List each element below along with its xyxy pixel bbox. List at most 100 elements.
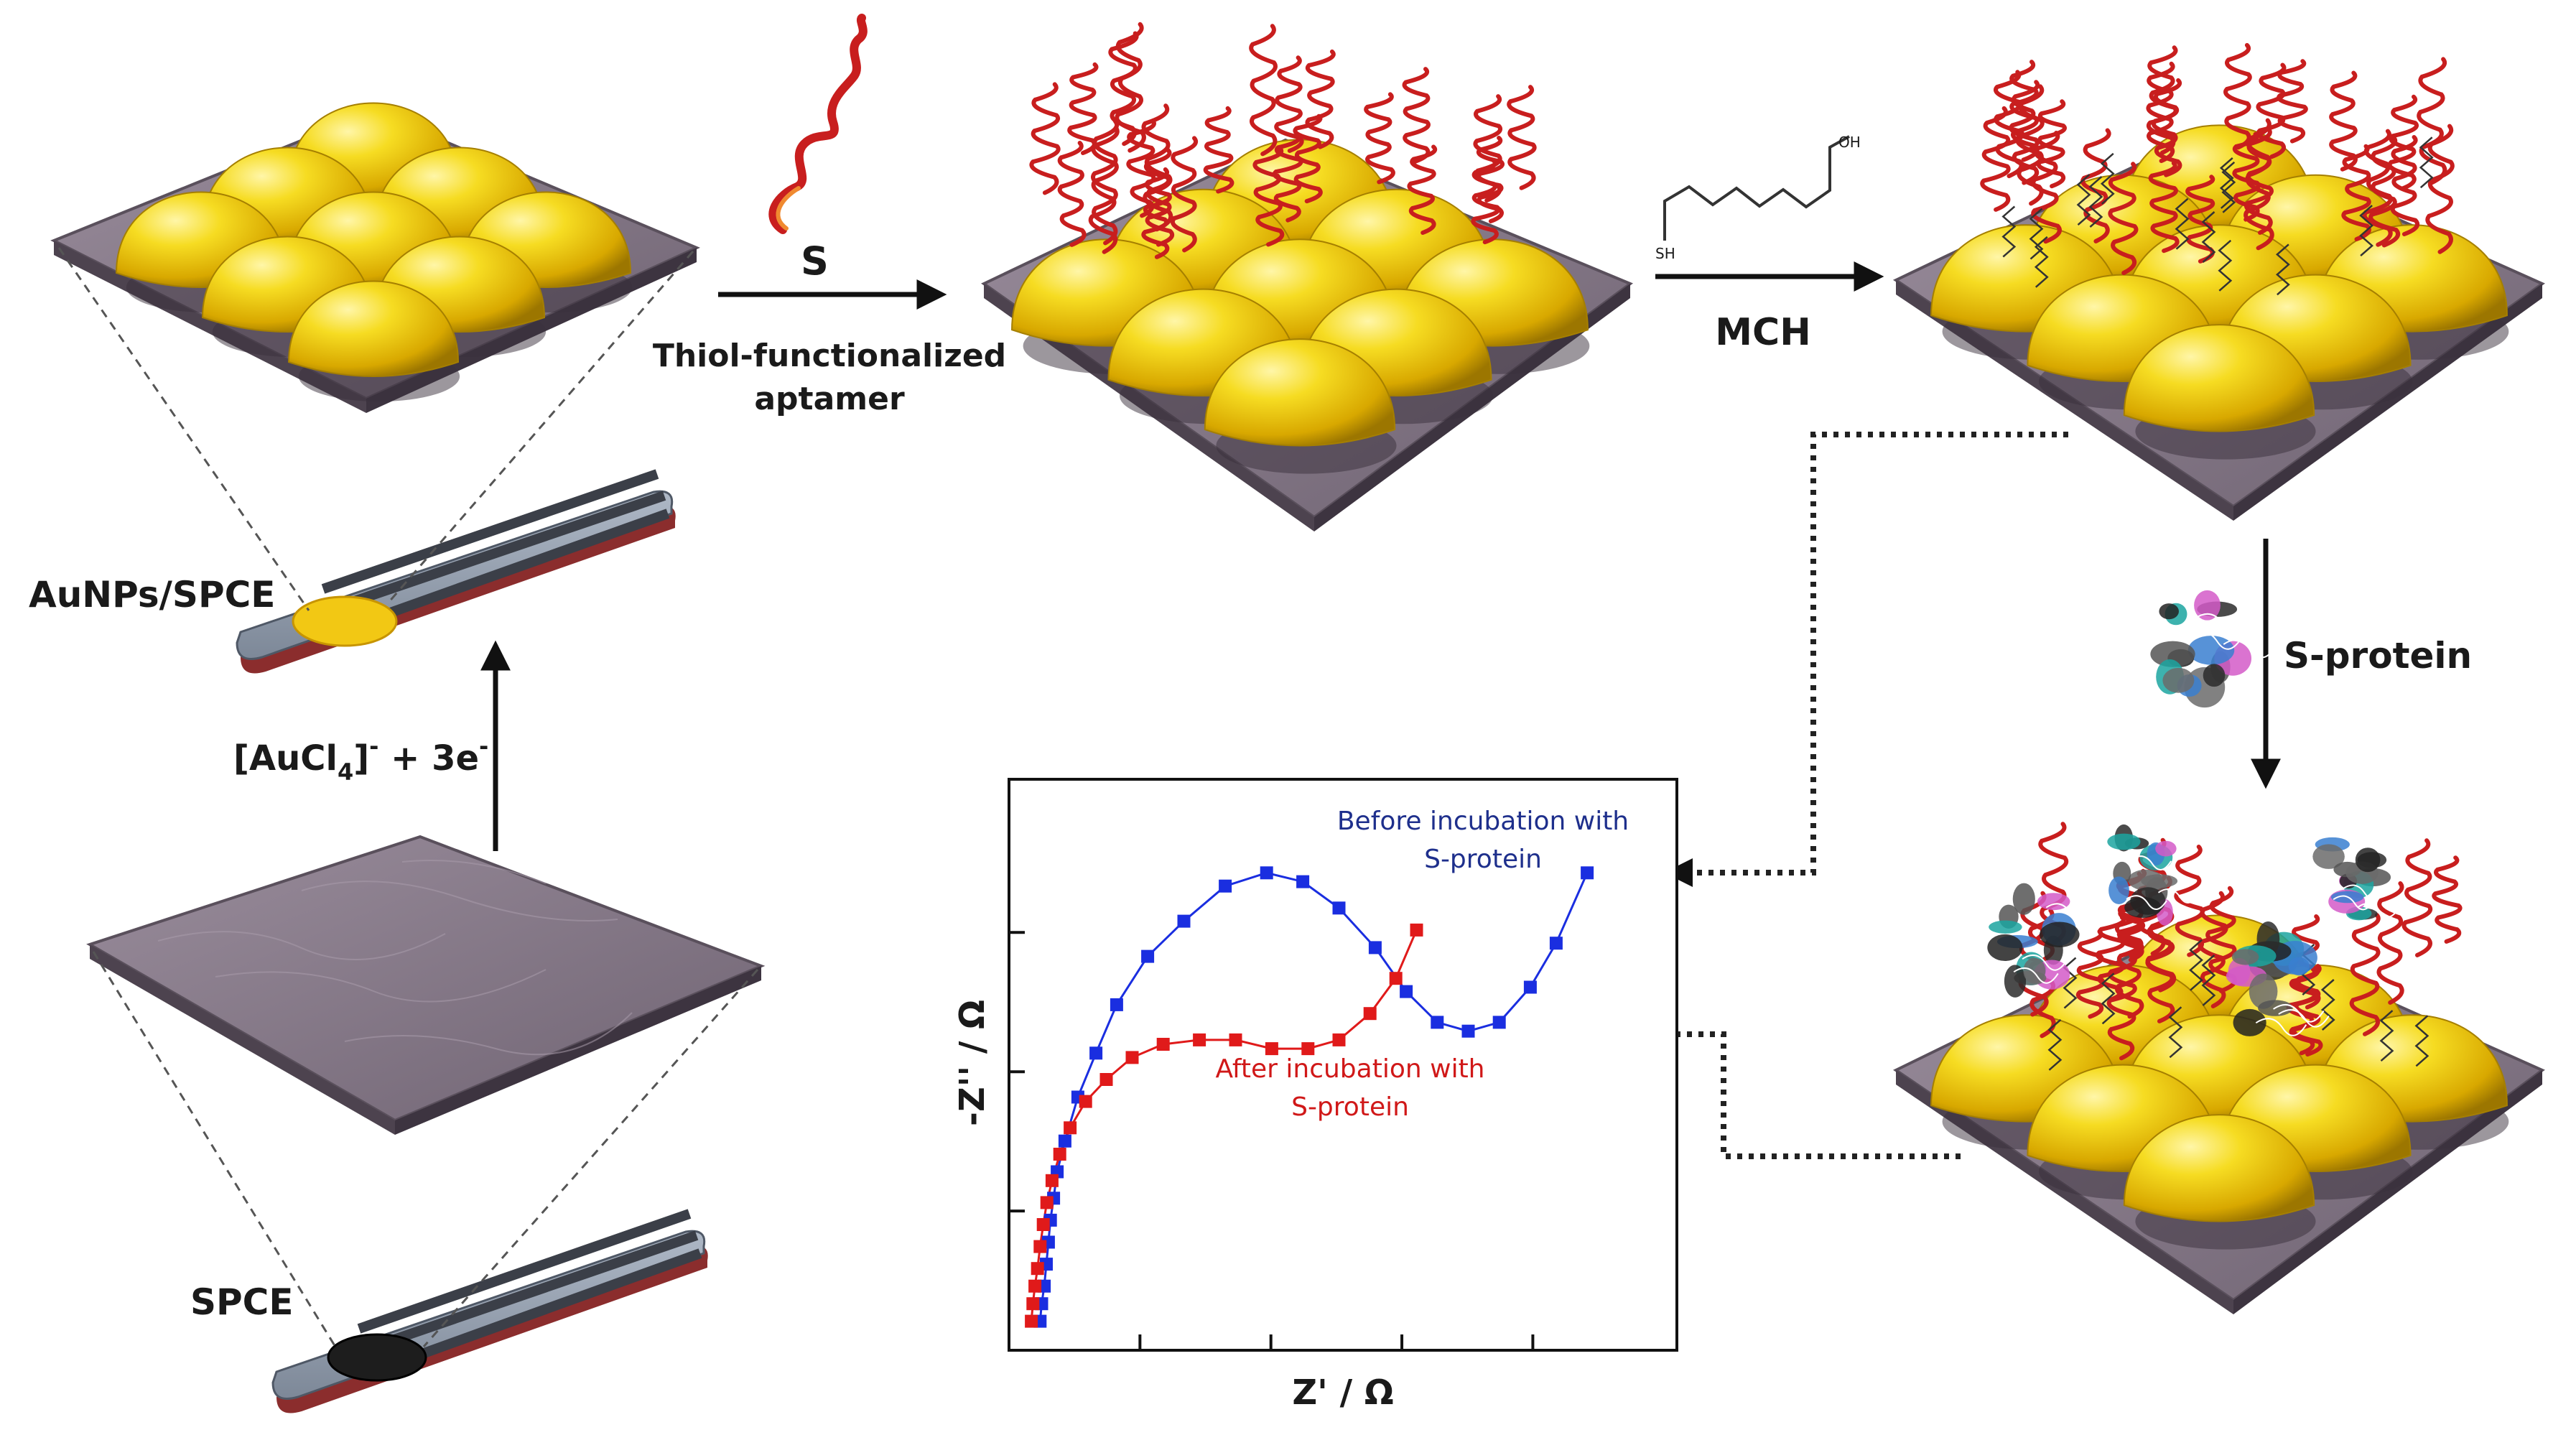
protein-domain — [2231, 949, 2259, 965]
protein-domain — [2037, 893, 2070, 911]
protein-ribbon — [2223, 638, 2277, 659]
aptamer-strand — [2080, 128, 2111, 243]
data-point — [1025, 1314, 1038, 1328]
aptamer-strand — [2432, 855, 2463, 944]
gold-electrode-spot — [292, 595, 398, 647]
axis-ticks — [1009, 931, 1535, 1350]
protein-ribbon — [2343, 884, 2384, 900]
mch-chain — [2101, 972, 2116, 1025]
spce-label: SPCE — [190, 1281, 294, 1323]
data-point — [1461, 1024, 1475, 1038]
mch-surface-panel — [1892, 42, 2545, 521]
aptamer-strand — [2223, 42, 2252, 150]
x-axis-label: Z' / Ω — [1292, 1373, 1393, 1413]
s-protein — [2107, 824, 2200, 926]
aptamer-strand — [2146, 61, 2175, 163]
protein-domain — [2355, 847, 2381, 873]
after-series-label-line2: S-protein — [1291, 1092, 1409, 1122]
protein-domain — [2162, 667, 2195, 693]
protein-ribbon — [2194, 613, 2248, 633]
series-points — [1025, 866, 1594, 1328]
data-point — [1229, 1033, 1242, 1046]
step-arrows — [480, 261, 2281, 851]
data-point — [1363, 1007, 1377, 1021]
thiol-s-label: S — [801, 238, 829, 284]
mch-sh-label: SH — [1655, 245, 1675, 262]
protein-domain — [2141, 874, 2178, 888]
data-point — [1581, 866, 1594, 880]
aptamer-strand — [1980, 106, 2011, 212]
protein-domain — [2124, 897, 2162, 918]
data-point — [1058, 1134, 1071, 1148]
plot-frame — [1008, 778, 1678, 1352]
aptamer-strand — [2376, 881, 2404, 1005]
aptamer-strand — [2146, 45, 2178, 155]
mch-chain — [2029, 208, 2044, 260]
protein-domain — [2150, 641, 2195, 667]
gold-nanoparticle — [1204, 338, 1396, 447]
data-point — [1332, 1033, 1346, 1046]
mch-molecule-icon — [1663, 135, 1850, 241]
mch-label: MCH — [1715, 311, 1810, 354]
aptamer-strand — [2036, 99, 2067, 189]
aunps-surface-panel — [50, 102, 700, 413]
thiol-aptamer-label-line2: aptamer — [754, 381, 905, 417]
protein-ribbon — [2333, 895, 2375, 911]
data-point — [1036, 1218, 1050, 1231]
protein-domain — [2203, 664, 2226, 687]
data-point — [1177, 914, 1191, 928]
protein-domain — [1989, 920, 2022, 934]
aptamer-strand — [1402, 67, 1431, 164]
aptamer-strand — [2174, 845, 2205, 957]
gold-nanoparticle-cluster — [1930, 124, 2509, 460]
protein-domain — [2312, 844, 2345, 869]
protein-domain — [2004, 965, 2027, 998]
data-point — [1523, 980, 1537, 994]
aptamer-strand — [1364, 92, 1395, 185]
mch-chains — [2047, 939, 2429, 1071]
mch-chain — [2100, 152, 2115, 205]
mch-chain — [2414, 1015, 2429, 1067]
protein-ribbon — [2255, 1018, 2307, 1036]
aptamer-strand — [2108, 162, 2139, 275]
data-point — [1219, 879, 1232, 893]
y-axis-label: -Z'' / Ω — [952, 1000, 992, 1126]
aptamer-strand — [2243, 118, 2274, 251]
protein-ribbon — [2045, 903, 2091, 919]
aptamer-strand — [1029, 82, 1061, 195]
protein-ribbon — [2358, 902, 2399, 918]
protein-ribbon — [2188, 631, 2243, 650]
aptamer-strand — [2075, 929, 2106, 1019]
aptamer-strand — [1305, 49, 1336, 149]
aptamer-strand — [1057, 141, 1087, 247]
protein-ribbon — [2022, 954, 2068, 971]
aptamer-strand — [1476, 136, 1505, 223]
aptamer-strand — [1994, 70, 2024, 179]
labels: AuNPs/SPCE SPCE [AuCl4]- + 3e- S Thiol-f… — [29, 134, 2472, 1323]
data-point — [1265, 1042, 1278, 1056]
gold-nanoparticle — [287, 280, 460, 377]
protein-domain — [2187, 636, 2235, 665]
gold-nanoparticle-cluster — [1011, 139, 1590, 474]
data-point — [1026, 1297, 1040, 1311]
aptamer-strand — [1293, 113, 1323, 204]
data-point — [1045, 1174, 1059, 1187]
data-point — [1125, 1051, 1139, 1064]
spce-strip — [271, 1209, 708, 1413]
data-point — [1110, 998, 1123, 1011]
gold-nanoparticle-cluster — [1930, 914, 2509, 1250]
aptamer-strand — [2329, 70, 2358, 172]
data-point — [1301, 1042, 1315, 1056]
aptamer-strand — [2417, 57, 2447, 185]
aptamer-strand — [2341, 144, 2371, 241]
protein-domain — [2249, 973, 2278, 1009]
zoom-lines — [57, 247, 759, 1351]
data-point — [1296, 875, 1310, 888]
before-series-label-line2: S-protein — [1424, 845, 1542, 874]
aptamer-strand — [1507, 85, 1537, 190]
protein-domain — [2107, 833, 2141, 850]
carbon-electrode-spot — [327, 1333, 427, 1382]
mch-chains — [2001, 136, 2434, 296]
data-point — [1028, 1279, 1042, 1293]
